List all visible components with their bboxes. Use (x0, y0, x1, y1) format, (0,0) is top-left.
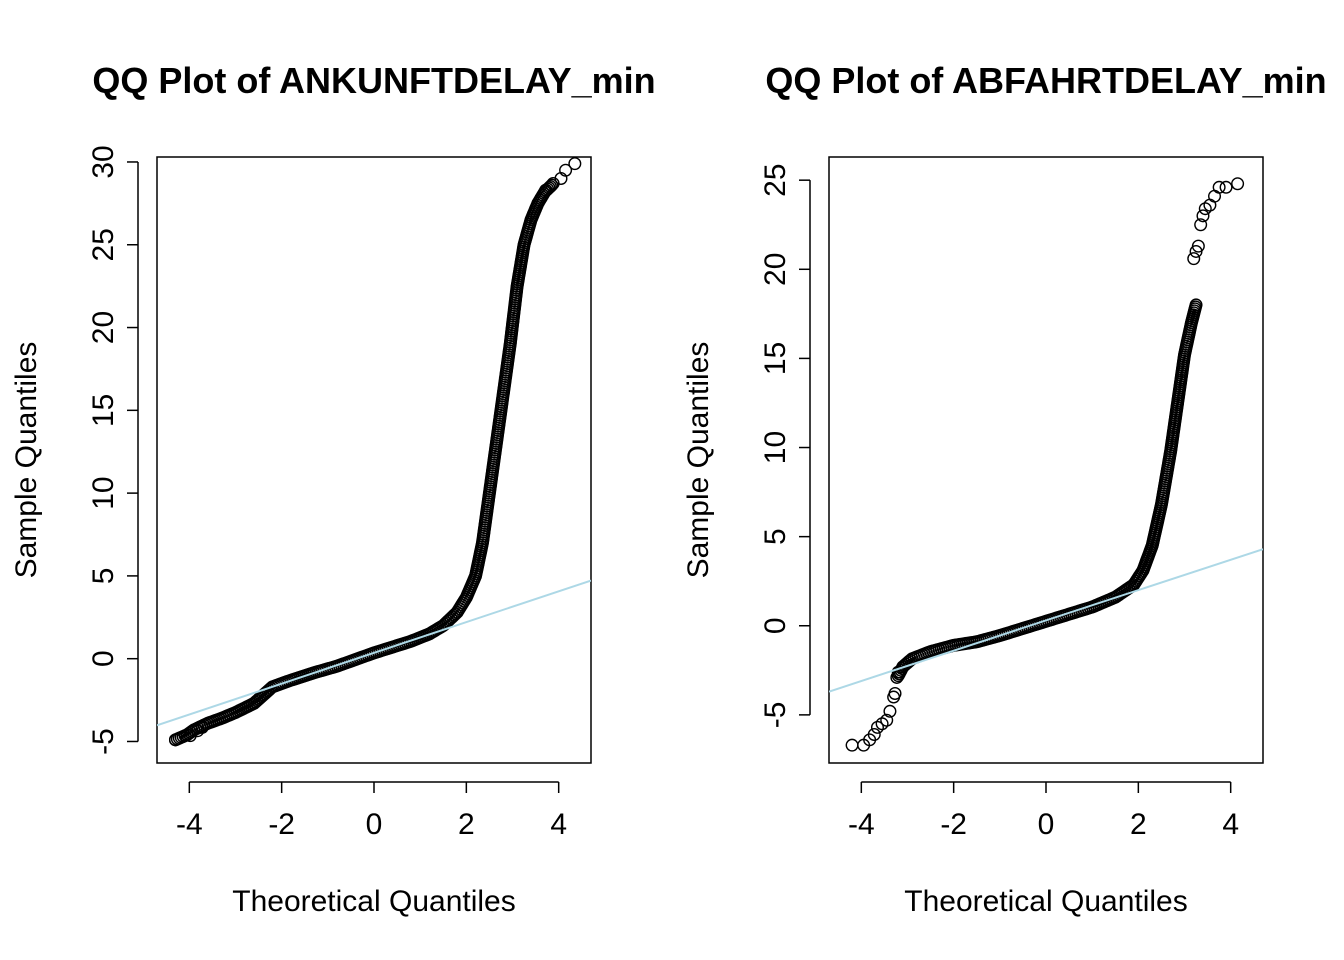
x-tick-label: 0 (366, 808, 383, 841)
y-tick-label: 20 (87, 311, 120, 344)
plot-area (829, 177, 1263, 752)
x-tick-label: -2 (268, 808, 295, 841)
y-tick-label: 15 (87, 394, 120, 427)
data-point (1191, 239, 1205, 253)
data-point (1219, 180, 1233, 194)
x-axis-label: Theoretical Quantiles (904, 885, 1187, 918)
data-point (1189, 298, 1203, 312)
y-tick-label: -5 (759, 702, 792, 729)
y-tick-label: 5 (759, 528, 792, 545)
x-tick-label: 0 (1038, 808, 1055, 841)
data-point (542, 181, 556, 195)
y-tick-label: 0 (87, 650, 120, 667)
plot-marks: -4 -2 0 2 4 -5 0 5 10 15 20 25 30 (87, 145, 591, 841)
reference-line (157, 579, 591, 727)
data-point (195, 720, 209, 734)
y-tick-label: 10 (87, 476, 120, 509)
x-tick-label: -2 (940, 808, 967, 841)
x-axis-label: Theoretical Quantiles (232, 885, 515, 918)
data-point (1187, 252, 1201, 266)
data-point (883, 704, 897, 718)
plot-frame (828, 156, 1264, 764)
y-tick-label: -5 (87, 728, 120, 755)
data-point (168, 733, 182, 747)
y-tick-label: 30 (87, 145, 120, 178)
data-point (539, 183, 553, 197)
y-tick-label: 10 (759, 431, 792, 464)
x-tick-label: -4 (176, 808, 203, 841)
x-tick-label: 4 (550, 808, 567, 841)
data-point (559, 163, 573, 177)
chart-title: QQ Plot of ABFAHRTDELAY_min (765, 60, 1326, 101)
y-axis-label: Sample Quantiles (682, 342, 715, 579)
reference-line (829, 548, 1263, 693)
y-tick-label: 5 (87, 568, 120, 585)
data-point (888, 686, 902, 700)
y-axis-label: Sample Quantiles (10, 342, 43, 579)
data-point (568, 157, 582, 171)
y-tick-label: 0 (759, 617, 792, 634)
data-point (890, 670, 904, 684)
x-tick-label: 2 (458, 808, 475, 841)
data-point (880, 713, 894, 727)
y-tick-label: 25 (759, 163, 792, 196)
x-tick-label: 4 (1222, 808, 1239, 841)
plot-area (157, 157, 591, 747)
data-point (867, 727, 881, 741)
qq-plot-departure-panel: QQ Plot of ABFAHRTDELAY_min Theoretical … (672, 0, 1344, 960)
plot-marks: -4 -2 0 2 4 -5 0 5 10 15 20 25 (759, 163, 1263, 841)
data-point (1231, 177, 1245, 191)
data-point (1194, 218, 1208, 232)
y-tick-label: 25 (87, 228, 120, 261)
plot-frame (156, 156, 592, 764)
data-point (1212, 180, 1226, 194)
data-point (1208, 189, 1222, 203)
x-tick-label: 2 (1130, 808, 1147, 841)
data-point (845, 738, 859, 752)
data-point (891, 665, 905, 679)
y-tick-label: 15 (759, 342, 792, 375)
qq-plot-arrival-chart: QQ Plot of ANKUNFTDELAY_min Theoretical … (10, 60, 656, 918)
qq-plot-arrival-panel: QQ Plot of ANKUNFTDELAY_min Theoretical … (10, 60, 656, 918)
chart-title: QQ Plot of ANKUNFTDELAY_min (92, 60, 655, 101)
data-point (1196, 209, 1210, 223)
qq-plot-departure-chart: QQ Plot of ABFAHRTDELAY_min Theoretical … (682, 60, 1327, 918)
y-tick-label: 20 (759, 253, 792, 286)
x-tick-label: -4 (848, 808, 875, 841)
data-point (543, 179, 557, 193)
